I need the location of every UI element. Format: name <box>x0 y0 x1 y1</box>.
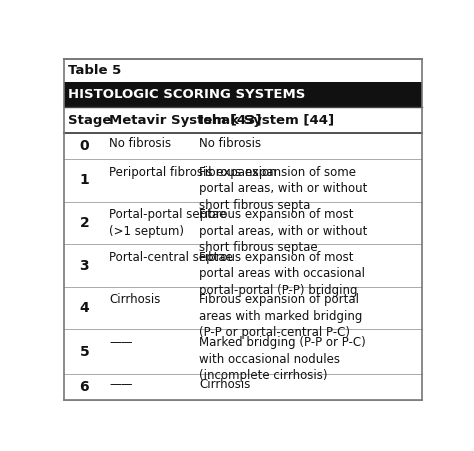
Text: HISTOLOGIC SCORING SYSTEMS: HISTOLOGIC SCORING SYSTEMS <box>68 88 305 101</box>
Text: 4: 4 <box>80 301 89 315</box>
Text: Table 5: Table 5 <box>68 64 121 77</box>
Text: Fibrous expansion of some
portal areas, with or without
short fibrous septa: Fibrous expansion of some portal areas, … <box>199 166 367 212</box>
Bar <box>64 60 422 82</box>
Text: 2: 2 <box>80 216 89 230</box>
Text: ——: —— <box>109 377 133 391</box>
Text: Portal-portal septae
(>1 septum): Portal-portal septae (>1 septum) <box>109 208 227 238</box>
Text: Fibrous expansion of most
portal areas, with or without
short fibrous septae: Fibrous expansion of most portal areas, … <box>199 208 367 254</box>
Bar <box>64 287 422 329</box>
Text: No fibrosis: No fibrosis <box>109 137 172 150</box>
Text: 0: 0 <box>80 139 89 153</box>
Text: Stage: Stage <box>68 114 111 127</box>
Text: Fibrous expansion of portal
areas with marked bridging
(P-P or portal-central P-: Fibrous expansion of portal areas with m… <box>199 293 362 339</box>
Text: 3: 3 <box>80 258 89 272</box>
Text: Periportal fibrosis expansion: Periportal fibrosis expansion <box>109 166 277 179</box>
Bar <box>64 329 422 374</box>
Text: Fibrous expansion of most
portal areas with occasional
portal-portal (P-P) bridg: Fibrous expansion of most portal areas w… <box>199 251 365 297</box>
Text: 5: 5 <box>80 345 89 359</box>
Text: Metavir System [43]: Metavir System [43] <box>109 114 262 127</box>
Text: ——: —— <box>109 336 133 349</box>
Text: Cirrhosis: Cirrhosis <box>109 293 161 306</box>
Bar <box>64 202 422 244</box>
Text: No fibrosis: No fibrosis <box>199 137 261 150</box>
Text: Marked bridging (P-P or P-C)
with occasional nodules
(incomplete cirrhosis): Marked bridging (P-P or P-C) with occasi… <box>199 336 365 382</box>
Bar <box>64 159 422 202</box>
Text: Ishak System [44]: Ishak System [44] <box>199 114 334 127</box>
Bar <box>64 133 422 159</box>
Text: Cirrhosis: Cirrhosis <box>199 377 250 391</box>
Bar <box>64 374 422 400</box>
Text: 1: 1 <box>80 174 89 188</box>
Bar <box>64 82 422 107</box>
Bar <box>64 107 422 133</box>
Text: 6: 6 <box>80 380 89 394</box>
Text: Portal-central septae: Portal-central septae <box>109 251 233 264</box>
Bar <box>64 244 422 287</box>
